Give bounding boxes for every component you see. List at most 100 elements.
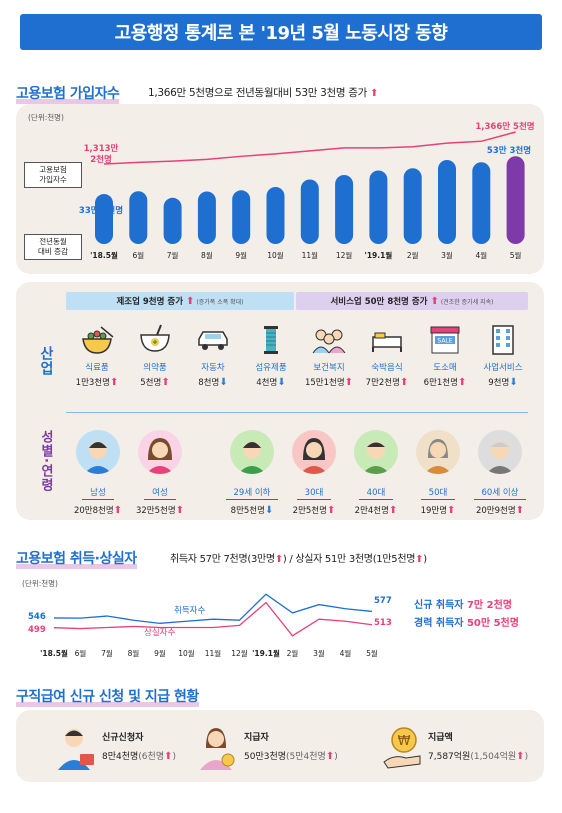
line-series-label: 고용보험 가입자수 [24, 162, 82, 188]
age-30s-avatar-icon [292, 430, 336, 474]
car-icon [193, 322, 233, 358]
acq-series-label: 취득자수 [174, 606, 206, 616]
legend-experienced: 경력 취득자 50만 5천명 [414, 618, 519, 629]
bar-3 [197, 191, 216, 244]
industry-item-business: 사업서비스 9천명⬇ [474, 322, 532, 388]
unit-label: (단위:천명) [22, 579, 58, 588]
x-tick-label: 10월 [178, 649, 195, 658]
bar-7 [335, 175, 354, 244]
first-total-label: 1,313만 2천명 [83, 144, 119, 165]
up-arrow-icon: ⬆ [370, 88, 379, 99]
mortar-pestle-icon [135, 322, 175, 358]
demo-female: 여성 32만5천명⬆ [135, 488, 185, 516]
bar-0 [95, 194, 113, 244]
bar-5 [266, 187, 285, 244]
people-group-icon [309, 322, 349, 358]
won-coin-hand-icon: ₩ [380, 722, 424, 770]
bar-2 [163, 197, 182, 244]
bar-10 [438, 160, 456, 244]
industry-item-textile: 섬유제품 4천명⬇ [242, 322, 300, 388]
x-tick-label: 3월 [441, 251, 453, 260]
industry-panel: 제조업 9천명 증가 ⬆ (증가폭 소폭 확대) 서비스업 50만 8천명 증가 … [16, 282, 544, 520]
svg-text:SALE: SALE [437, 338, 452, 345]
x-tick-label: '19.1월 [364, 251, 393, 260]
benefit-recipients: 지급자 50만3천명(5만4천명⬆) [244, 733, 338, 762]
age-40s-avatar-icon [354, 430, 398, 474]
x-tick-label: 5월 [366, 649, 378, 658]
bed-icon [367, 322, 407, 358]
flow-line-1 [53, 601, 373, 637]
x-tick-label: 9월 [154, 649, 166, 658]
demo-male: 남성 20만8천명⬆ [73, 488, 123, 516]
thread-spool-icon [251, 322, 291, 358]
x-tick-label: 8월 [201, 251, 213, 260]
industry-side-label: 산업 [38, 346, 54, 376]
industry-item-health: 보건복지 15만1천명⬆ [300, 322, 358, 388]
x-tick-label: 11월 [204, 649, 222, 658]
x-tick-label: 7월 [166, 251, 179, 260]
acq-last-value: 577 [374, 596, 392, 606]
benefits-panel: 신규신청자 8만4천명(6천명⬆) 지급자 50만3천명(5만4천명⬆) ₩ 지급액… [16, 710, 544, 782]
bar-6 [300, 179, 319, 244]
demo-60plus: 60세 이상 20만9천명⬆ [468, 480, 532, 516]
demo-40s: 40대 2만4천명⬆ [354, 488, 398, 516]
flows-panel: (단위:천명) 취득자수 상실자수 546 499 577 513 신규 취득자… [16, 570, 544, 666]
unit-label: (단위:천명) [28, 113, 64, 122]
x-tick-label: '18.5월 [90, 251, 118, 260]
divider [66, 412, 528, 413]
acq-first-value: 546 [28, 612, 46, 622]
x-tick-label: 12월 [335, 251, 353, 260]
demo-under29: 29세 이하 8만5천명⬇ [220, 480, 284, 516]
bar-4 [232, 190, 251, 244]
industry-item-lodging: 숙박음식 7만2천명⬆ [358, 322, 416, 388]
insured-panel: (단위:천명) 고용보험 가입자수 전년동월 대비 증감 1,313만 2천명 … [16, 104, 544, 274]
first-change-label: 33만 3천명 [78, 206, 124, 216]
x-tick-label: 8월 [127, 649, 140, 658]
loss-series-label: 상실자수 [144, 628, 176, 638]
demo-30s: 30대 2만5천명⬆ [292, 488, 336, 516]
x-tick-label: 7월 [101, 649, 113, 658]
bar-1 [129, 191, 148, 244]
flows-title: 고용보험 취득·상실자 [16, 551, 137, 569]
svg-text:₩: ₩ [398, 734, 411, 749]
industry-item-pharma: 의약품 5천명⬆ [126, 322, 184, 388]
flow-line-0 [53, 593, 373, 624]
x-tick-label: 2월 [406, 251, 419, 260]
bar-11 [472, 162, 491, 244]
store-icon: SALE [425, 322, 465, 358]
flows-summary: 취득자 57만 7천명(3만명⬆) / 상실자 51만 3천명(1만5천명⬆) [170, 554, 427, 565]
insured-title: 고용보험 가입자수 [16, 86, 120, 104]
loss-last-value: 513 [374, 618, 392, 628]
x-tick-label: 2월 [286, 649, 299, 658]
industry-item-retail: SALE 도소매 6만1천명⬆ [416, 322, 474, 388]
benefit-applicants: 신규신청자 8만4천명(6천명⬆) [102, 733, 177, 762]
bar-8 [369, 170, 388, 244]
female-avatar-icon [138, 430, 182, 474]
applicant-avatar-icon [52, 722, 96, 770]
x-tick-label: 10월 [267, 251, 284, 260]
manufacturing-header: 제조업 9천명 증가 ⬆ (증가폭 소폭 확대) [66, 292, 294, 310]
x-tick-label: 9월 [235, 251, 248, 260]
last-total-label: 1,366만 5천명 [475, 122, 535, 132]
benefits-title: 구직급여 신규 신청 및 지급 현황 [16, 689, 199, 707]
insured-chart [95, 131, 525, 244]
bar-12 [506, 156, 525, 244]
industry-item-food: 식료품 1만3천명⬆ [68, 322, 126, 388]
age-50s-avatar-icon [416, 430, 460, 474]
industry-item-auto: 자동차 8천명⬇ [184, 322, 242, 388]
benefit-amount: 지급액 7,587억원(1,504억원⬆) [428, 733, 529, 762]
bar-9 [403, 168, 422, 244]
up-arrow-icon: ⬆ [109, 377, 119, 388]
bar-series-label: 전년동월 대비 증감 [24, 234, 82, 260]
demo-50s: 50대 19만명⬆ [420, 488, 456, 516]
food-bowl-icon [77, 322, 117, 358]
x-tick-label: 5월 [509, 251, 522, 260]
male-avatar-icon [76, 430, 120, 474]
insured-total-line [103, 131, 516, 165]
x-tick-label: 4월 [339, 649, 352, 658]
building-icon [483, 322, 523, 358]
page-title: 고용행정 통계로 본 '19년 5월 노동시장 동향 [20, 14, 542, 50]
last-change-label: 53만 3천명 [486, 146, 532, 156]
age-20s-avatar-icon [230, 430, 274, 474]
flows-chart [53, 593, 373, 637]
